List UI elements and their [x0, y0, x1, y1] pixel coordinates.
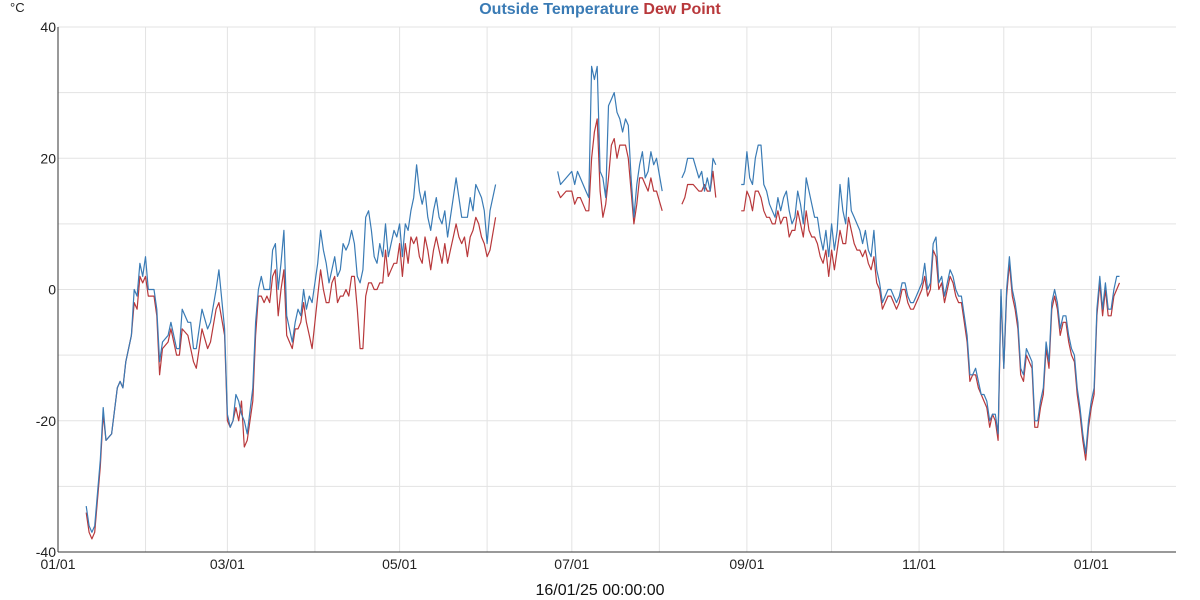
x-tick-label: 03/01: [210, 556, 245, 572]
chart-legend: Outside Temperature Dew Point: [0, 0, 1200, 20]
x-tick-label: 01/01: [1074, 556, 1109, 572]
x-tick-label: 09/01: [729, 556, 764, 572]
chart-tick-labels: -40 -20 0 20 40 01/01 03/01 05/01 07/01 09/01 11/0…: [36, 19, 1109, 572]
y-tick-label: 40: [40, 19, 56, 35]
x-tick-label: 01/01: [40, 556, 75, 572]
current-timestamp: 16/01/25 00:00:00: [535, 582, 665, 599]
x-tick-label: 11/01: [902, 556, 936, 572]
legend-outside-temperature[interactable]: Outside Temperature: [479, 1, 639, 18]
y-axis-unit-label: °C: [10, 0, 25, 15]
y-tick-label: -20: [36, 413, 56, 429]
x-tick-label: 07/01: [554, 556, 589, 572]
y-tick-label: -40: [36, 544, 56, 560]
y-tick-label: 0: [48, 282, 56, 298]
chart-series: [85, 65, 1121, 540]
chart-grid: [57, 26, 1176, 553]
chart-axes: [57, 27, 1176, 553]
series-line-dew-point: [85, 118, 1121, 540]
legend-dew-point[interactable]: Dew Point: [643, 1, 721, 18]
y-tick-label: 20: [40, 150, 56, 166]
series-line-outside-temperature: [85, 65, 1120, 533]
x-tick-label: 05/01: [382, 556, 417, 572]
